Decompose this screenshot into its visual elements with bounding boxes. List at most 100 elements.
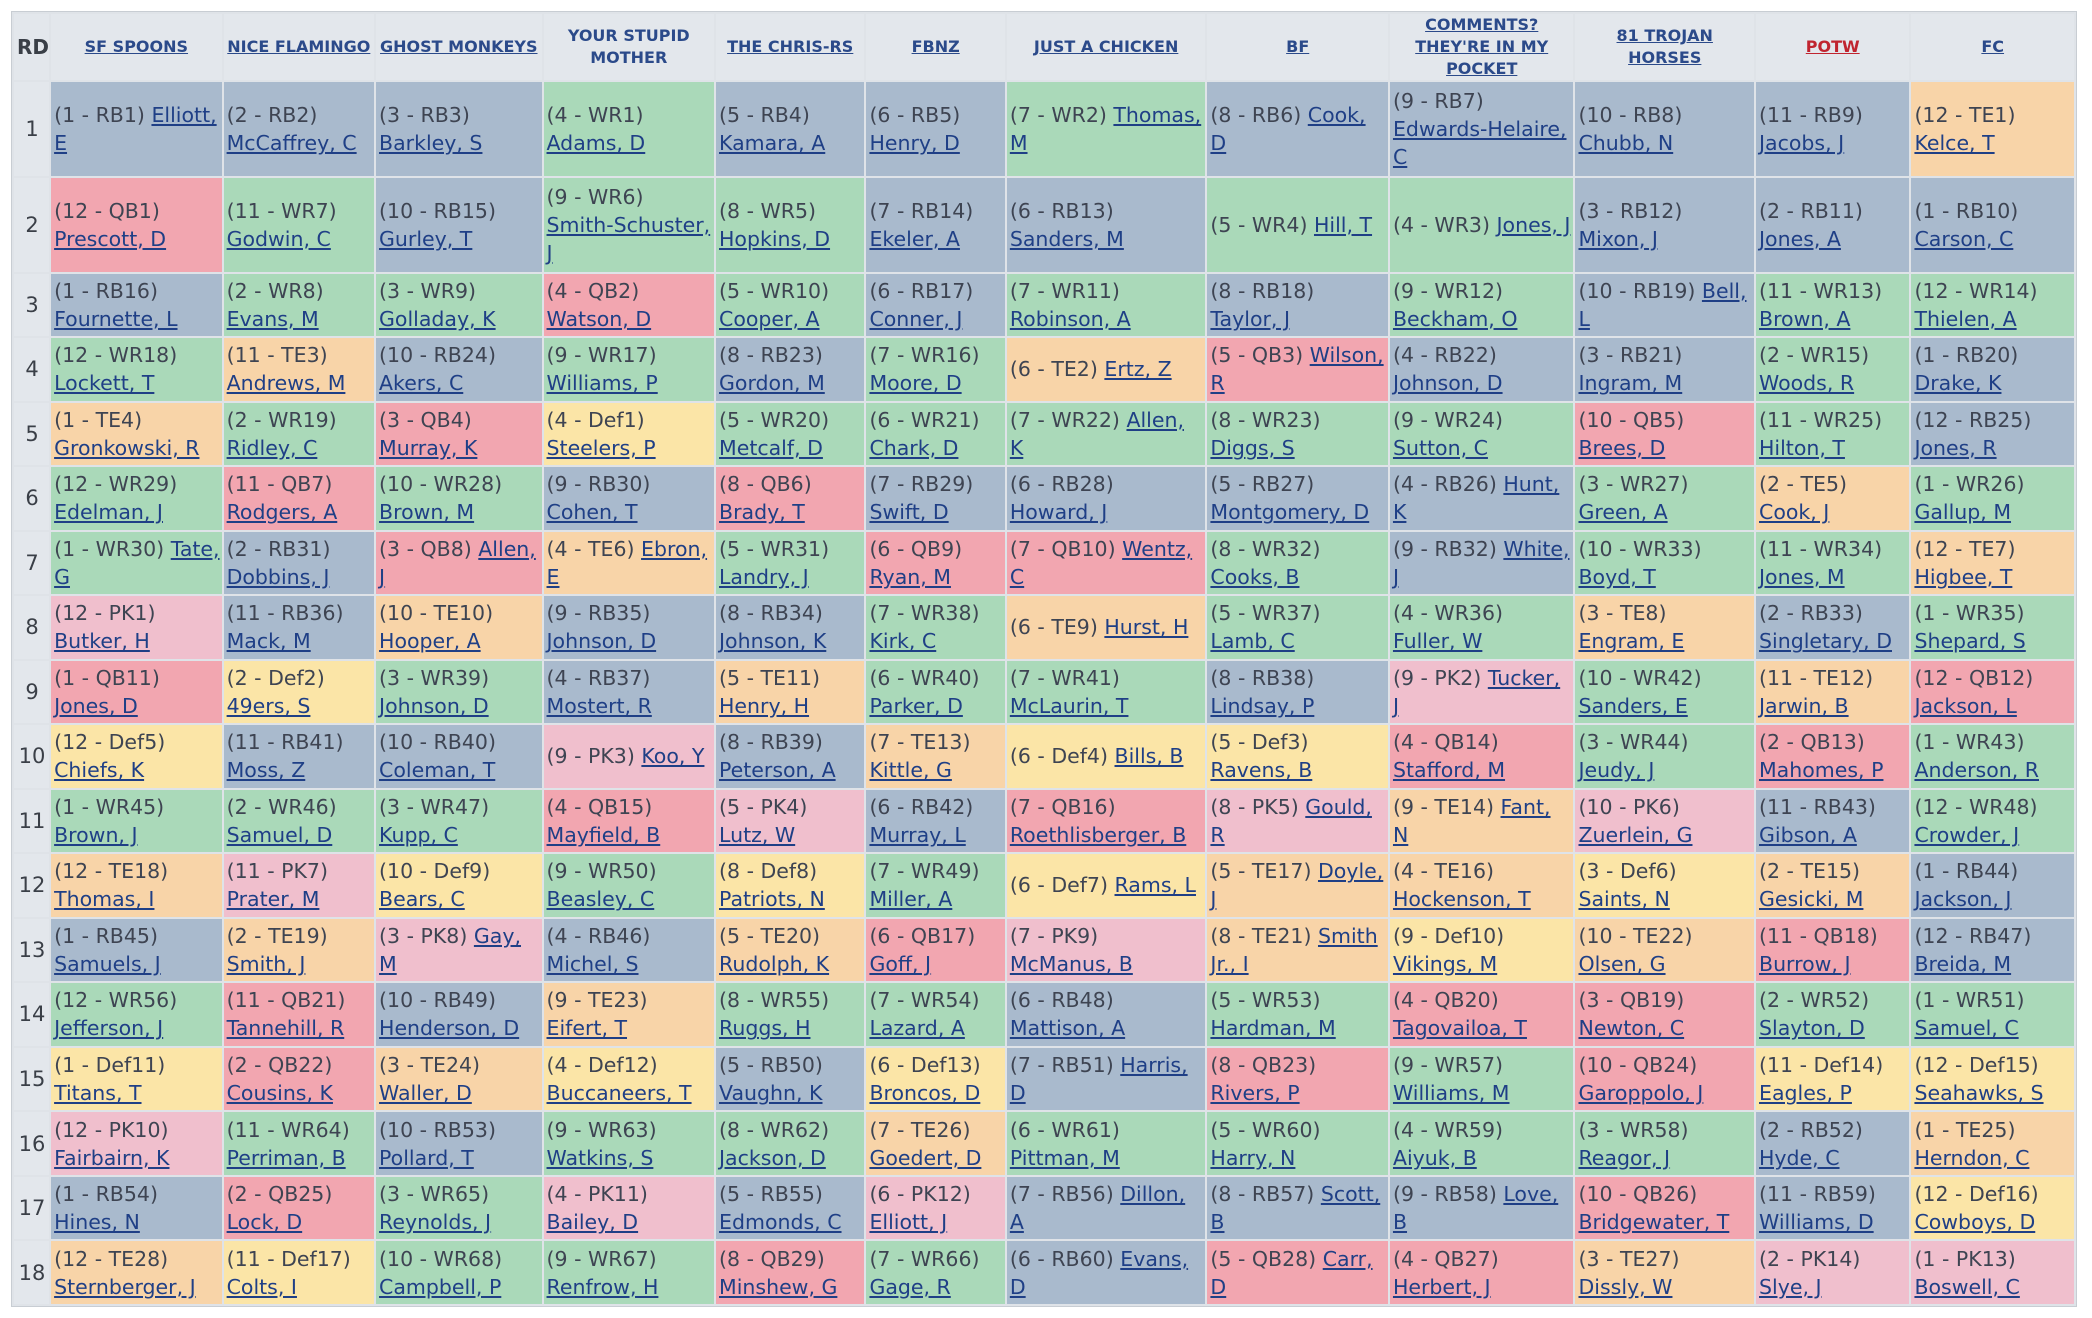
player-link[interactable]: Prescott, D [54, 226, 167, 251]
player-link[interactable]: Waller, D [379, 1081, 472, 1105]
team-header[interactable]: SF SPOONS [51, 14, 222, 80]
player-link[interactable]: Butker, H [54, 629, 150, 654]
player-link[interactable]: Beasley, C [546, 887, 655, 912]
player-link[interactable]: Hockenson, T [1392, 887, 1531, 912]
player-link[interactable]: Titans, T [54, 1081, 142, 1105]
player-link[interactable]: Henry, D [869, 130, 960, 155]
player-link[interactable]: Perriman, B [226, 1145, 346, 1170]
player-link[interactable]: Johnson, D [1392, 371, 1503, 396]
player-link[interactable]: Hunt, K [1392, 472, 1560, 525]
player-link[interactable]: Williams, M [1392, 1081, 1510, 1105]
player-link[interactable]: Colts, I [226, 1274, 297, 1299]
player-link[interactable]: Prater, M [226, 887, 320, 912]
player-link[interactable]: Sanders, M [1009, 226, 1124, 251]
player-link[interactable]: Akers, C [379, 371, 464, 396]
player-link[interactable]: Edelman, J [54, 500, 163, 525]
player-link[interactable]: Koo, Y [641, 744, 705, 769]
player-link[interactable]: Mayfield, B [546, 822, 661, 847]
player-link[interactable]: Evans, D [1009, 1246, 1189, 1299]
player-link[interactable]: Boyd, T [1578, 564, 1656, 589]
player-link[interactable]: Gallup, M [1914, 500, 2012, 525]
player-link[interactable]: Roethlisberger, B [1009, 822, 1187, 847]
player-link[interactable]: Ebron, E [546, 536, 708, 589]
player-link[interactable]: Mattison, A [1009, 1016, 1126, 1041]
player-link[interactable]: Green, A [1578, 500, 1668, 525]
player-link[interactable]: Coleman, T [379, 758, 496, 783]
player-link[interactable]: Rams, L [1114, 873, 1196, 898]
player-link[interactable]: Harry, N [1210, 1145, 1296, 1170]
player-link[interactable]: Sutton, C [1392, 435, 1488, 460]
player-link[interactable]: Mahomes, P [1759, 758, 1884, 783]
player-link[interactable]: Gordon, M [719, 371, 825, 396]
player-link[interactable]: Brown, A [1759, 306, 1851, 331]
player-link[interactable]: Dillon, A [1009, 1182, 1186, 1235]
player-link[interactable]: Rodgers, A [226, 500, 338, 525]
player-link[interactable]: Gibson, A [1759, 822, 1857, 847]
player-link[interactable]: Allen, K [1009, 407, 1184, 460]
player-link[interactable]: Jacobs, J [1759, 130, 1845, 155]
player-link[interactable]: Conner, J [869, 306, 963, 331]
player-link[interactable]: Jones, D [54, 693, 138, 718]
player-link[interactable]: Lamb, C [1210, 629, 1295, 654]
player-link[interactable]: Jefferson, J [54, 1016, 164, 1041]
player-link[interactable]: Broncos, D [869, 1081, 981, 1105]
player-link[interactable]: Godwin, C [226, 226, 331, 251]
player-link[interactable]: Tagovailoa, T [1392, 1016, 1527, 1041]
player-link[interactable]: Lockett, T [54, 371, 155, 396]
player-link[interactable]: Jackson, J [1914, 887, 2012, 912]
player-link[interactable]: Wilson, R [1210, 343, 1384, 396]
player-link[interactable]: Lutz, W [719, 822, 796, 847]
player-link[interactable]: Andrews, M [226, 371, 346, 396]
player-link[interactable]: Dissly, W [1578, 1274, 1673, 1299]
team-header-link[interactable]: NICE FLAMINGO [227, 37, 371, 56]
player-link[interactable]: Ingram, M [1578, 371, 1683, 396]
player-link[interactable]: Moss, Z [226, 758, 306, 783]
team-header-link[interactable]: 81 TROJAN HORSES [1616, 26, 1713, 67]
player-link[interactable]: Parker, D [869, 693, 963, 718]
player-link[interactable]: Garoppolo, J [1578, 1081, 1704, 1105]
team-header-link[interactable]: GHOST MONKEYS [380, 37, 538, 56]
player-link[interactable]: Hopkins, D [719, 226, 831, 251]
team-header[interactable]: 81 TROJAN HORSES [1575, 14, 1754, 80]
player-link[interactable]: Gurley, T [379, 226, 473, 251]
player-link[interactable]: Johnson, D [379, 693, 489, 718]
player-link[interactable]: Evans, M [226, 306, 319, 331]
player-link[interactable]: Jones, M [1759, 564, 1845, 589]
player-link[interactable]: Dobbins, J [226, 564, 330, 589]
player-link[interactable]: Rudolph, K [719, 951, 830, 976]
player-link[interactable]: Slye, J [1759, 1274, 1822, 1299]
player-link[interactable]: Vikings, M [1392, 951, 1498, 976]
player-link[interactable]: Jones, A [1759, 226, 1841, 251]
player-link[interactable]: Hill, T [1313, 212, 1373, 237]
player-link[interactable]: Vaughn, K [719, 1081, 823, 1105]
player-link[interactable]: Goff, J [869, 951, 932, 976]
player-link[interactable]: Bailey, D [546, 1210, 639, 1235]
player-link[interactable]: Allen, J [379, 536, 536, 589]
team-header[interactable]: THE CHRIS-RS [716, 14, 865, 80]
player-link[interactable]: Fant, N [1392, 794, 1551, 847]
player-link[interactable]: Hines, N [54, 1210, 140, 1235]
player-link[interactable]: Murray, K [379, 435, 478, 460]
player-link[interactable]: Kittle, G [869, 758, 952, 783]
player-link[interactable]: Cooper, A [719, 306, 820, 331]
player-link[interactable]: Seahawks, S [1914, 1081, 2044, 1105]
player-link[interactable]: Williams, P [546, 371, 658, 396]
player-link[interactable]: Watkins, S [546, 1145, 654, 1170]
player-link[interactable]: Samuel, D [226, 822, 333, 847]
player-link[interactable]: Johnson, D [546, 629, 657, 654]
player-link[interactable]: Cook, D [1210, 102, 1366, 155]
team-header[interactable]: FC [1911, 14, 2074, 80]
team-header-link[interactable]: BF [1286, 37, 1310, 56]
player-link[interactable]: Kamara, A [719, 130, 826, 155]
player-link[interactable]: Samuels, J [54, 951, 161, 976]
player-link[interactable]: Chark, D [869, 435, 959, 460]
player-link[interactable]: Jeudy, J [1578, 758, 1655, 783]
player-link[interactable]: Jones, J [1496, 212, 1571, 237]
player-link[interactable]: Gage, R [869, 1274, 951, 1299]
player-link[interactable]: Mixon, J [1578, 226, 1658, 251]
player-link[interactable]: Fournette, L [54, 306, 178, 331]
player-link[interactable]: Drake, K [1914, 371, 2002, 396]
player-link[interactable]: Scott, B [1210, 1182, 1381, 1235]
player-link[interactable]: 49ers, S [226, 693, 311, 718]
player-link[interactable]: Patriots, N [719, 887, 825, 912]
